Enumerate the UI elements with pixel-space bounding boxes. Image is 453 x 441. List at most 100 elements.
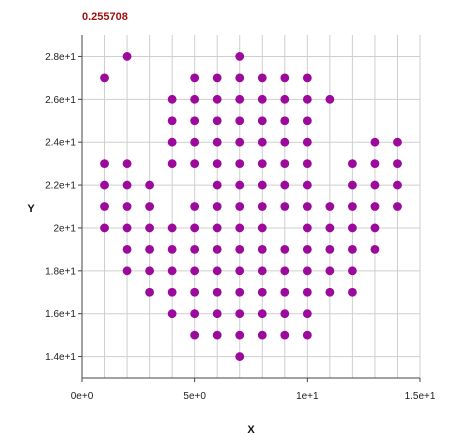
scatter-point [235, 159, 245, 169]
scatter-point [257, 223, 267, 233]
scatter-point [190, 202, 200, 211]
scatter-point [235, 309, 245, 319]
scatter-point [325, 202, 335, 211]
scatter-point [370, 180, 380, 190]
scatter-point [145, 202, 155, 211]
scatter-point [280, 244, 290, 254]
scatter-point [257, 73, 267, 83]
x-tick-label: 5e+0 [183, 391, 206, 402]
scatter-point [370, 244, 380, 254]
scatter-point [122, 266, 132, 276]
scatter-point [302, 137, 312, 147]
scatter-point [348, 244, 357, 254]
data-points [100, 52, 402, 361]
scatter-point [370, 223, 380, 233]
scatter-point [348, 202, 357, 211]
chart-title: 0.255708 [82, 11, 128, 23]
scatter-point [235, 202, 245, 211]
y-tick-label: 2e+1 [53, 223, 76, 234]
scatter-point [100, 202, 109, 211]
scatter-point [325, 287, 335, 297]
scatter-point [190, 266, 200, 276]
scatter-point [212, 266, 222, 276]
scatter-point [122, 223, 132, 233]
x-axis-label: X [247, 424, 255, 436]
scatter-point [167, 244, 177, 254]
scatter-point [280, 94, 290, 104]
scatter-point [145, 287, 155, 297]
scatter-point [190, 330, 200, 340]
scatter-point [145, 244, 155, 254]
scatter-point [257, 159, 267, 169]
scatter-point [212, 116, 222, 126]
scatter-point [190, 223, 200, 233]
scatter-point [393, 180, 402, 190]
scatter-point [280, 330, 290, 340]
scatter-point [348, 180, 357, 190]
y-tick-label: 2.2e+1 [45, 181, 76, 192]
scatter-point [190, 73, 200, 83]
scatter-point [393, 159, 402, 169]
scatter-point [280, 137, 290, 147]
x-tick-label: 1e+1 [296, 391, 319, 402]
scatter-point [100, 180, 109, 190]
x-tick-label: 0e+0 [71, 391, 94, 402]
scatter-point [122, 159, 132, 169]
scatter-point [122, 202, 132, 211]
y-tick-label: 2.8e+1 [45, 52, 76, 63]
scatter-point [302, 94, 312, 104]
scatter-point [145, 266, 155, 276]
scatter-point [190, 94, 200, 104]
scatter-point [212, 287, 222, 297]
scatter-point [190, 116, 200, 126]
scatter-point [122, 180, 132, 190]
scatter-point [235, 52, 245, 61]
scatter-point [167, 116, 177, 126]
scatter-point [325, 266, 335, 276]
scatter-point [257, 202, 267, 211]
scatter-point [235, 73, 245, 83]
scatter-point [235, 116, 245, 126]
scatter-point [257, 244, 267, 254]
scatter-point [257, 287, 267, 297]
scatter-point [302, 244, 312, 254]
scatter-point [212, 180, 222, 190]
scatter-point [257, 94, 267, 104]
scatter-point [280, 202, 290, 211]
scatter-point [348, 223, 357, 233]
scatter-point [190, 287, 200, 297]
scatter-point [257, 330, 267, 340]
scatter-point [280, 287, 290, 297]
scatter-point [212, 223, 222, 233]
y-tick-label: 1.4e+1 [45, 352, 76, 363]
scatter-point [167, 266, 177, 276]
scatter-point [167, 223, 177, 233]
y-axis-label: Y [27, 203, 35, 215]
scatter-point [257, 180, 267, 190]
scatter-point [257, 116, 267, 126]
scatter-point [302, 202, 312, 211]
scatter-point [280, 159, 290, 169]
scatter-point [235, 330, 245, 340]
scatter-point [167, 159, 177, 169]
scatter-point [212, 244, 222, 254]
scatter-point [190, 159, 200, 169]
tick-labels: 1.4e+1 1.6e+1 1.8e+1 2e+1 2.2e+1 2.4e+1 2.6e+1… [45, 52, 436, 402]
scatter-point [280, 73, 290, 83]
scatter-point [100, 223, 109, 233]
scatter-point [302, 116, 312, 126]
scatter-point [145, 223, 155, 233]
scatter-point [348, 159, 357, 169]
scatter-point [235, 352, 245, 361]
scatter-point [235, 137, 245, 147]
y-tick-label: 1.8e+1 [45, 266, 76, 277]
scatter-point [212, 159, 222, 169]
scatter-point [235, 266, 245, 276]
scatter-point [325, 244, 335, 254]
scatter-point [370, 137, 380, 147]
scatter-point [212, 330, 222, 340]
scatter-point [190, 309, 200, 319]
y-tick-label: 2.4e+1 [45, 138, 76, 149]
scatter-point [212, 137, 222, 147]
